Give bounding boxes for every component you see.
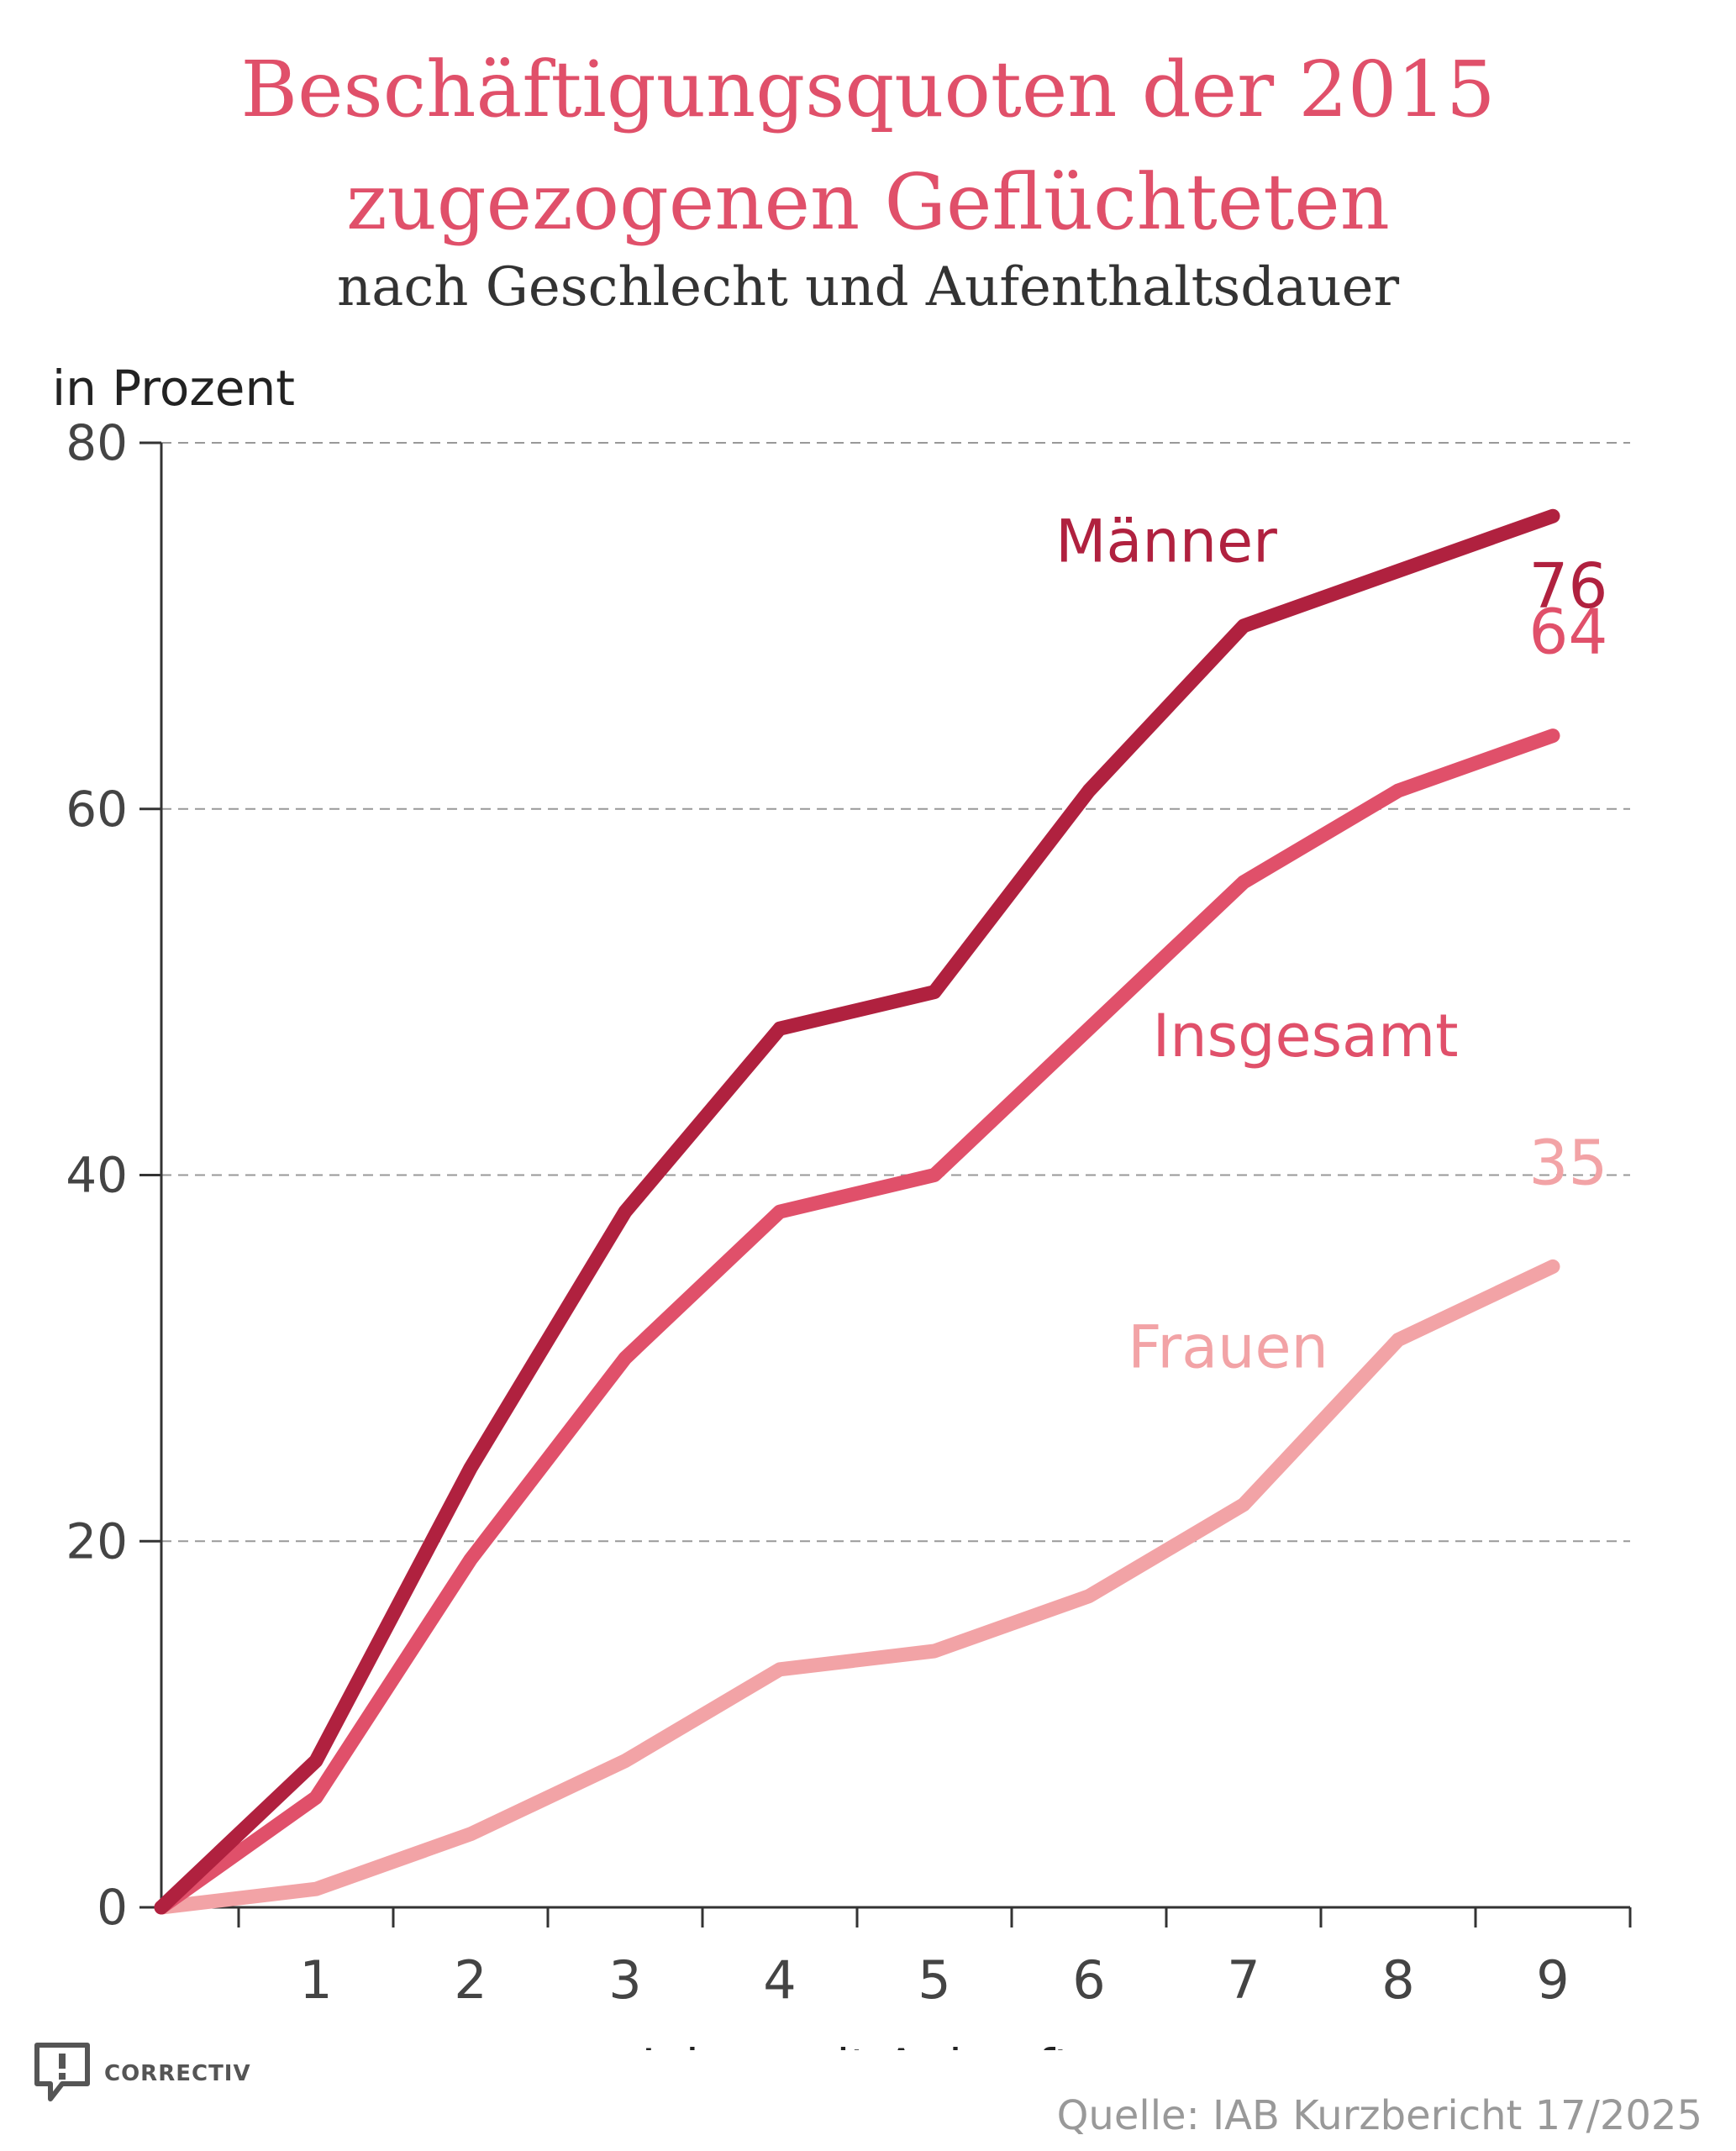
correctiv-logo: CORRECTIV [32, 2040, 251, 2107]
series-name-frauen: Frauen [1128, 1312, 1328, 1381]
x-tick-label-3: 3 [608, 1949, 641, 2011]
x-tick-label-4: 4 [763, 1949, 796, 2011]
series-lines [154, 508, 1560, 1915]
speech-bubble-icon [34, 2043, 90, 2101]
y-tick-label-80: 80 [66, 414, 128, 471]
grid-lines [161, 442, 1630, 1543]
chart-subtitle: nach Geschlecht und Aufenthaltsdauer [336, 256, 1400, 318]
chart-title: Beschäftigungsquoten der 2015 zugezogene… [0, 34, 1736, 259]
y-tick-label-20: 20 [66, 1512, 128, 1570]
series-line-männer [154, 508, 1560, 1915]
series-name-insgesamt: Insgesamt [1153, 1002, 1459, 1070]
x-tick-label-7: 7 [1227, 1949, 1260, 2011]
x-tick-label-6: 6 [1072, 1949, 1105, 2011]
brand-name: CORRECTIV [104, 2061, 251, 2086]
series-line-insgesamt [154, 728, 1560, 1915]
chart-title-line-1: Beschäftigungsquoten der 2015 [240, 45, 1496, 134]
y-tick-label-60: 60 [66, 781, 128, 838]
y-tick-label-40: 40 [66, 1147, 128, 1204]
end-label-insgesamt: 64 [1528, 597, 1607, 669]
x-tick-label-9: 9 [1536, 1949, 1569, 2011]
axes [139, 441, 1632, 1927]
x-tick-label-8: 8 [1381, 1949, 1414, 2011]
series-name-männer: Männer [1055, 508, 1277, 576]
series-line-frauen [154, 1259, 1560, 1915]
y-axis-label: in Prozent [52, 360, 295, 417]
chart-title-line-2: zugezogenen Geflüchteten [346, 157, 1390, 247]
y-tick-label-0: 0 [97, 1879, 128, 1936]
end-label-frauen: 35 [1528, 1127, 1607, 1199]
x-tick-label-1: 1 [299, 1949, 332, 2011]
source-note: Quelle: IAB Kurzbericht 17/2025 [1056, 2092, 1702, 2139]
x-tick-label-5: 5 [918, 1949, 950, 2011]
x-axis-label: Jahre seit Ankunft [639, 2038, 1072, 2050]
end-label-männer: 76 [1528, 550, 1607, 623]
x-tick-label-2: 2 [454, 1949, 487, 2011]
